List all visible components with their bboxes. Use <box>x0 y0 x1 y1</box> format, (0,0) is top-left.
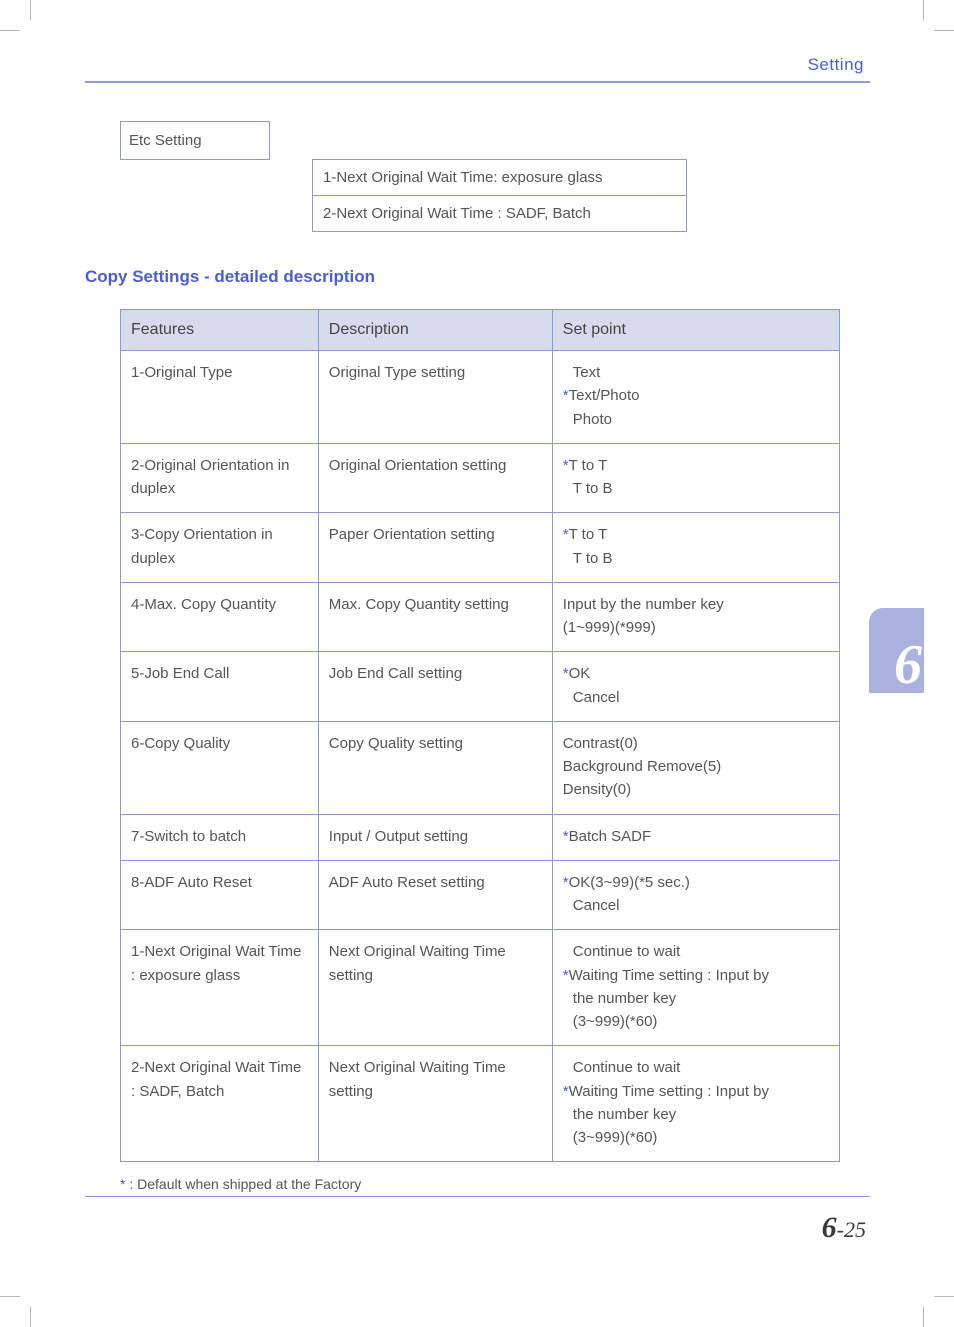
section-title: Copy Settings - detailed description <box>85 267 870 287</box>
cell-description: Max. Copy Quantity setting <box>318 582 552 652</box>
crop-mark <box>934 1296 954 1297</box>
cell-feature: 5-Job End Call <box>121 652 319 722</box>
setpoint-text: Cancel <box>563 686 620 709</box>
table-header-features: Features <box>121 310 319 351</box>
header-rule <box>85 81 870 83</box>
page-number-chapter: 6 <box>822 1211 837 1244</box>
cell-description: Original Orientation setting <box>318 443 552 513</box>
table-row: 2-Original Orientation in duplexOriginal… <box>121 443 840 513</box>
etc-setting-block: Etc Setting 1-Next Original Wait Time: e… <box>120 121 870 232</box>
setpoint-text: Background Remove(5) <box>563 758 721 775</box>
table-row: 5-Job End CallJob End Call setting*OKCan… <box>121 652 840 722</box>
cell-description: Paper Orientation setting <box>318 513 552 583</box>
setpoint-text: the number key <box>563 987 676 1010</box>
setpoint-text: T to T <box>569 457 608 474</box>
table-row: 4-Max. Copy QuantityMax. Copy Quantity s… <box>121 582 840 652</box>
cell-setpoint: Continue to wait*Waiting Time setting : … <box>552 930 839 1046</box>
setpoint-text: OK <box>569 665 591 682</box>
page-number-sep: - <box>837 1217 844 1242</box>
page-number: 6-25 <box>822 1211 866 1245</box>
cell-feature: 4-Max. Copy Quantity <box>121 582 319 652</box>
table-row: 1-Original TypeOriginal Type setting Text… <box>121 351 840 444</box>
cell-setpoint: Input by the number key (1~999)(*999) <box>552 582 839 652</box>
cell-description: Original Type setting <box>318 351 552 444</box>
footnote-text: : Default when shipped at the Factory <box>125 1176 361 1192</box>
cell-description: Job End Call setting <box>318 652 552 722</box>
etc-setting-box: Etc Setting <box>120 121 270 160</box>
cell-setpoint: *OK(3~99)(*5 sec.)Cancel <box>552 860 839 930</box>
setpoint-text: T to B <box>563 477 613 500</box>
table-header-row: Features Description Set point <box>121 310 840 351</box>
chapter-tab: 6 <box>869 608 924 693</box>
setpoint-text: OK(3~99)(*5 sec.) <box>569 874 690 891</box>
setpoint-text: Contrast(0) <box>563 735 638 752</box>
cell-feature: 2-Original Orientation in duplex <box>121 443 319 513</box>
page-header-label: Setting <box>85 55 870 75</box>
etc-setting-list: 1-Next Original Wait Time: exposure glas… <box>312 159 687 232</box>
cell-feature: 6-Copy Quality <box>121 721 319 814</box>
setpoint-text: Waiting Time setting : Input by <box>569 967 769 984</box>
cell-setpoint: *T to TT to B <box>552 443 839 513</box>
cell-feature: 1-Next Original Wait Time : exposure gla… <box>121 930 319 1046</box>
setpoint-text: T to B <box>563 547 613 570</box>
table-row: 8-ADF Auto ResetADF Auto Reset setting*O… <box>121 860 840 930</box>
crop-mark <box>0 1296 20 1297</box>
cell-setpoint: *OKCancel <box>552 652 839 722</box>
table-row: 7-Switch to batchInput / Output setting*… <box>121 814 840 860</box>
crop-mark <box>30 0 31 20</box>
cell-setpoint: *Batch SADF <box>552 814 839 860</box>
cell-setpoint: Continue to wait*Waiting Time setting : … <box>552 1046 839 1162</box>
crop-mark <box>923 0 924 20</box>
crop-mark <box>934 30 954 31</box>
table-header-description: Description <box>318 310 552 351</box>
setpoint-text: Continue to wait <box>563 940 681 963</box>
cell-description: ADF Auto Reset setting <box>318 860 552 930</box>
page-content: Setting Etc Setting 1-Next Original Wait… <box>85 55 870 1192</box>
cell-feature: 8-ADF Auto Reset <box>121 860 319 930</box>
setpoint-text: (1~999)(*999) <box>563 619 656 636</box>
setpoint-text: the number key <box>563 1103 676 1126</box>
cell-description: Input / Output setting <box>318 814 552 860</box>
footnote: * : Default when shipped at the Factory <box>120 1176 870 1192</box>
cell-setpoint: Text*Text/PhotoPhoto <box>552 351 839 444</box>
cell-description: Next Original Waiting Time setting <box>318 930 552 1046</box>
footer-rule <box>85 1196 870 1197</box>
cell-description: Next Original Waiting Time setting <box>318 1046 552 1162</box>
copy-settings-table: Features Description Set point 1-Origina… <box>120 309 840 1162</box>
table-row: 1-Next Original Wait Time : exposure gla… <box>121 930 840 1046</box>
setpoint-text: (3~999)(*60) <box>563 1010 658 1033</box>
setpoint-text: Input by the number key <box>563 596 724 613</box>
cell-feature: 1-Original Type <box>121 351 319 444</box>
setpoint-text: Batch SADF <box>569 828 652 845</box>
cell-description: Copy Quality setting <box>318 721 552 814</box>
crop-mark <box>0 30 20 31</box>
setpoint-text: Cancel <box>563 894 620 917</box>
cell-setpoint: *T to TT to B <box>552 513 839 583</box>
setpoint-text: T to T <box>569 526 608 543</box>
table-row: 2-Next Original Wait Time : SADF, BatchN… <box>121 1046 840 1162</box>
table-row: 6-Copy QualityCopy Quality settingContra… <box>121 721 840 814</box>
table-row: 3-Copy Orientation in duplexPaper Orient… <box>121 513 840 583</box>
cell-feature: 3-Copy Orientation in duplex <box>121 513 319 583</box>
page-number-page: 25 <box>844 1217 866 1242</box>
setpoint-text: Density(0) <box>563 781 631 798</box>
crop-mark <box>30 1307 31 1327</box>
setpoint-text: Waiting Time setting : Input by <box>569 1083 769 1100</box>
setpoint-text: (3~999)(*60) <box>563 1126 658 1149</box>
setpoint-text: Text <box>563 361 601 384</box>
cell-feature: 7-Switch to batch <box>121 814 319 860</box>
setpoint-text: Text/Photo <box>569 387 640 404</box>
etc-setting-item: 1-Next Original Wait Time: exposure glas… <box>312 160 687 196</box>
cell-feature: 2-Next Original Wait Time : SADF, Batch <box>121 1046 319 1162</box>
cell-setpoint: Contrast(0) Background Remove(5) Density(0… <box>552 721 839 814</box>
setpoint-text: Photo <box>563 408 612 431</box>
table-header-setpoint: Set point <box>552 310 839 351</box>
etc-setting-item: 2-Next Original Wait Time : SADF, Batch <box>312 196 687 232</box>
setpoint-text: Continue to wait <box>563 1056 681 1079</box>
crop-mark <box>923 1307 924 1327</box>
